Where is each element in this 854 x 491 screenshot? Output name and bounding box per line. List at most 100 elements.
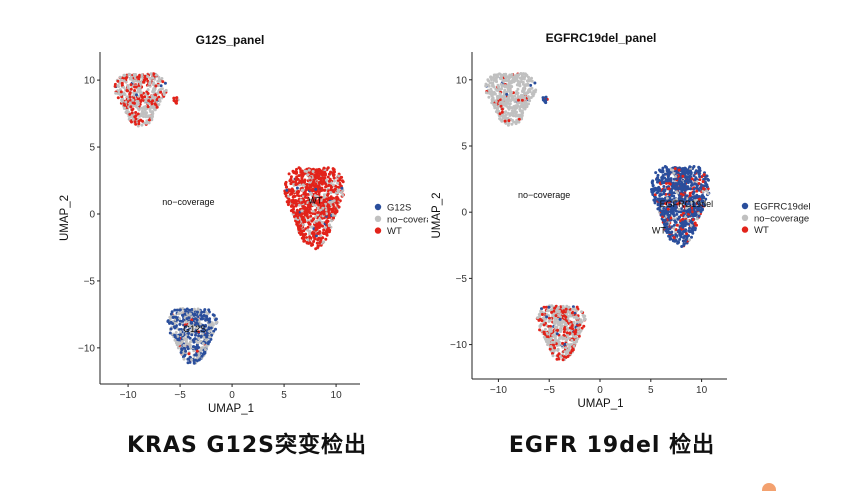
point-no-coverage (128, 77, 132, 81)
point-mutant (681, 225, 685, 229)
point-wt (321, 188, 324, 192)
point-no-coverage (491, 99, 495, 103)
point-wt (134, 111, 138, 114)
point-mutant (205, 331, 209, 335)
point-wt (175, 101, 178, 105)
point-mutant (671, 238, 675, 242)
point-no-coverage (204, 348, 207, 351)
point-no-coverage (136, 100, 140, 103)
point-no-coverage (510, 111, 513, 115)
point-no-coverage (117, 85, 121, 88)
point-wt (323, 198, 327, 202)
point-mutant (168, 331, 172, 335)
point-wt (540, 312, 544, 316)
point-mutant (573, 311, 577, 315)
point-no-coverage (189, 346, 192, 350)
point-wt (667, 187, 670, 191)
point-mutant (660, 212, 664, 216)
point-mutant (686, 222, 690, 226)
cluster-label: G12S (183, 324, 206, 334)
point-mutant (667, 234, 671, 238)
point-mutant (177, 338, 181, 342)
point-mutant (544, 95, 548, 99)
point-no-coverage (493, 106, 497, 110)
y-tick-label: 10 (456, 75, 468, 86)
point-mutant (658, 199, 662, 203)
point-mutant (314, 234, 318, 238)
point-no-coverage (549, 308, 553, 312)
point-no-coverage (557, 305, 560, 309)
point-no-coverage (118, 88, 122, 92)
point-wt (154, 93, 158, 97)
point-wt (538, 328, 542, 332)
point-wt (328, 228, 332, 232)
point-no-coverage (494, 99, 498, 103)
point-mutant (558, 317, 562, 321)
point-mutant (661, 197, 665, 201)
point-mutant (703, 203, 706, 207)
y-tick-label: 10 (84, 76, 96, 87)
point-no-coverage (532, 92, 536, 96)
point-wt (137, 119, 141, 123)
point-no-coverage (178, 312, 181, 316)
point-wt (322, 212, 326, 216)
point-mutant (180, 348, 184, 352)
point-mutant (191, 338, 195, 342)
point-wt (297, 231, 301, 235)
point-no-coverage (527, 97, 531, 101)
point-no-coverage (152, 105, 156, 109)
point-wt (306, 225, 310, 229)
point-mutant (193, 312, 197, 316)
point-no-coverage (492, 85, 496, 89)
point-no-coverage (507, 79, 511, 83)
point-mutant (682, 236, 686, 240)
legend-label: EGFRC19del (754, 202, 811, 213)
point-mutant (178, 319, 182, 323)
point-mutant (209, 326, 213, 330)
point-no-coverage (498, 92, 502, 96)
point-wt (116, 96, 120, 100)
point-wt (682, 205, 686, 208)
point-wt (133, 120, 137, 124)
point-wt (285, 185, 289, 189)
point-mutant (529, 83, 533, 87)
point-no-coverage (490, 78, 493, 82)
point-mutant (671, 186, 675, 190)
point-no-coverage (198, 322, 202, 326)
point-no-coverage (500, 87, 504, 91)
point-no-coverage (565, 342, 569, 346)
caption-egfr-19del: EGFR 19del 检出 (508, 433, 716, 458)
point-mutant (666, 210, 670, 214)
point-wt (134, 122, 138, 126)
point-no-coverage (339, 191, 343, 194)
point-no-coverage (336, 191, 340, 195)
point-no-coverage (214, 321, 218, 325)
point-wt (303, 213, 307, 217)
point-wt (152, 72, 155, 76)
point-no-coverage (521, 76, 525, 80)
point-no-coverage (149, 114, 153, 118)
point-no-coverage (192, 327, 196, 331)
point-wt (291, 180, 295, 184)
point-wt (314, 199, 318, 203)
point-no-coverage (549, 345, 553, 348)
point-mutant (690, 229, 693, 233)
point-wt (323, 188, 327, 192)
point-wt (308, 183, 312, 187)
point-no-coverage (521, 87, 525, 91)
point-no-coverage (503, 73, 506, 76)
point-no-coverage (519, 105, 523, 108)
point-no-coverage (576, 332, 580, 336)
point-wt (150, 102, 154, 106)
chart-title: EGFRC19del_panel (546, 31, 657, 45)
point-wt (312, 217, 316, 221)
point-mutant (672, 223, 676, 227)
point-no-coverage (503, 88, 507, 92)
point-mutant (696, 170, 700, 173)
point-wt (155, 105, 159, 109)
point-no-coverage (484, 91, 488, 95)
point-mutant (166, 319, 170, 323)
point-no-coverage (114, 91, 118, 95)
point-wt (303, 233, 307, 237)
point-no-coverage (128, 73, 132, 77)
